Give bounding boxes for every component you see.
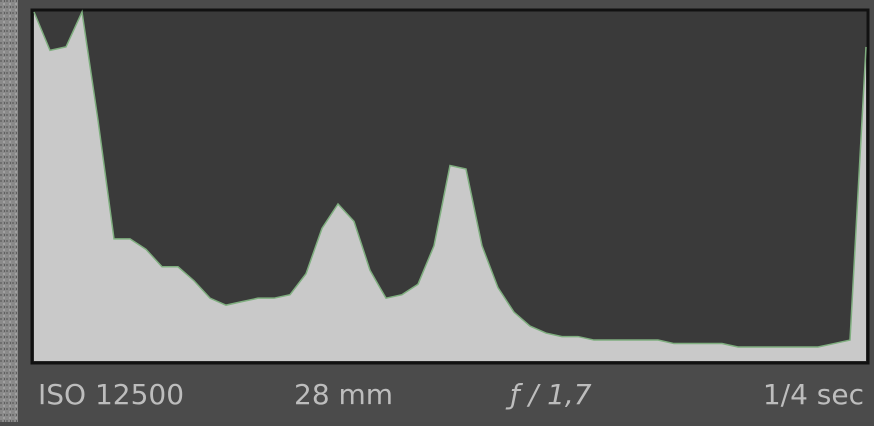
background-texture <box>0 0 18 422</box>
histogram-edge <box>33 9 867 348</box>
iso-label: ISO 12500 <box>38 378 184 411</box>
aperture-label: ƒ / 1,7 <box>505 378 592 411</box>
focal-length-label: 28 mm <box>294 378 393 411</box>
shutter-label: 1/4 sec <box>763 378 864 411</box>
plot <box>33 9 867 361</box>
histogram-area <box>34 12 866 361</box>
